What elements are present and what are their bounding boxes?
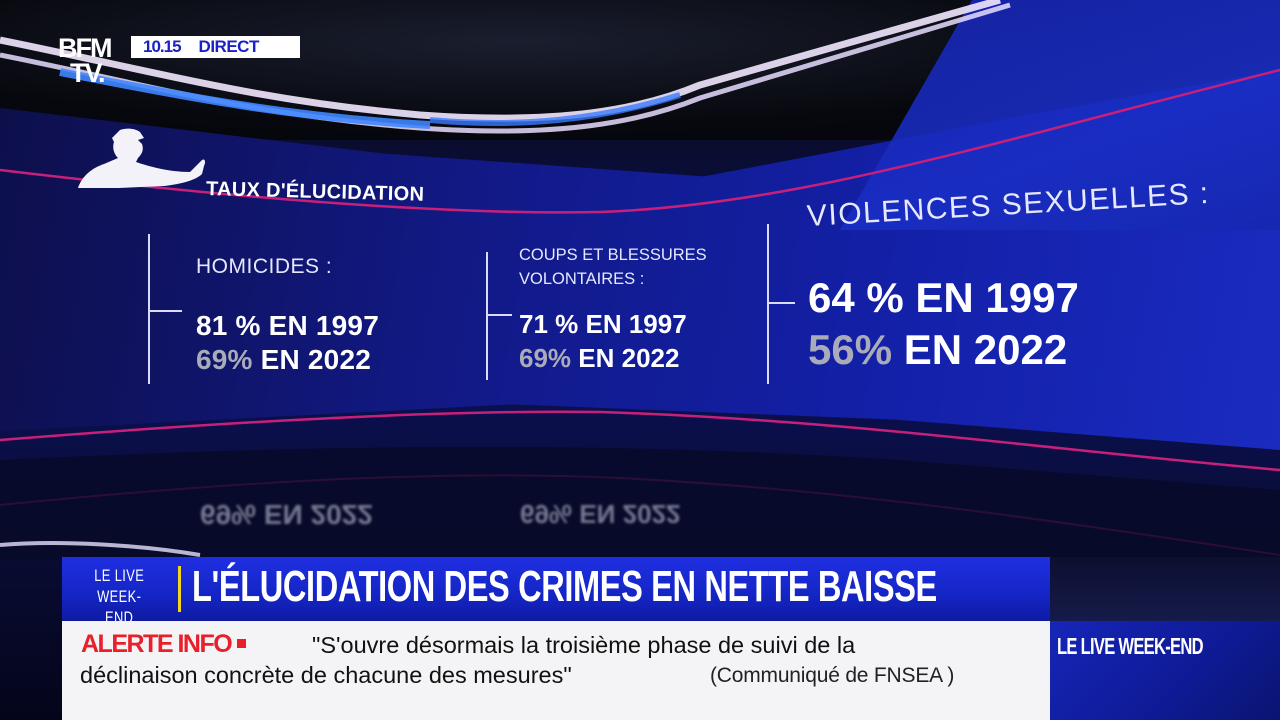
ticker-quote-line-2: déclinaison concrète de chacune des mesu… [80,662,572,688]
stat-homicides: HOMICIDES : 81 % EN 1997 69% EN 2022 [196,255,379,377]
divider-vertical [767,224,769,384]
police-officer-silhouette-icon [78,128,206,188]
divider-tick [767,302,795,304]
stat-year-2022: EN 2022 [892,326,1068,373]
divider-vertical [486,252,488,380]
yellow-separator [178,566,181,612]
headline: L'ÉLUCIDATION DES CRIMES EN NETTE BAISSE [192,562,937,611]
stat-pct-2022: 69% [196,344,253,375]
live-indicator: 10.15 DIRECT [131,36,300,58]
ticker-source: (Communiqué de FNSEA ) [710,664,955,687]
stat-violences-sexuelles: VIOLENCES SEXUELLES : 64 % EN 1997 56% E… [806,177,1211,376]
stat-value-2022: 56% EN 2022 [808,324,1211,376]
stat-label: HOMICIDES : [196,255,333,278]
stat-value-2022: 69% EN 2022 [196,343,379,377]
logo-line-2: TV. [70,58,106,88]
alert-info-label: ALERTE INFO [81,630,247,659]
stat-year-2022: EN 2022 [252,344,372,375]
stat-year-2022: EN 2022 [571,343,680,373]
logo-line-1: BFM [58,33,112,63]
news-ticker [62,621,1050,720]
floor-reflection: 69% EN 2022 [520,499,681,529]
stat-pct-2022: 69% [519,343,572,373]
divider-tick [148,310,182,312]
headline-banner [62,557,1050,621]
stat-pct-2022: 56% [808,326,893,373]
divider-vertical [148,234,150,384]
stat-coups-blessures: COUPS ET BLESSURES VOLONTAIRES : 71 % EN… [519,243,707,375]
divider-tick [486,314,512,316]
bfmtv-logo: BFM TV. [58,33,128,88]
stat-value-1997: 71 % EN 1997 [519,309,687,339]
stat-value-2022: 69% EN 2022 [519,341,707,375]
alert-label-text: ALERTE INFO [81,630,233,658]
show-tag: LE LIVE WEEK-END [88,566,150,629]
ticker-side-panel [1050,621,1280,720]
stat-value-1997: 64 % EN 1997 [808,274,1079,321]
live-label: DIRECT [198,37,260,56]
stat-value-1997: 81 % EN 1997 [196,310,379,341]
show-name-label: LE LIVE WEEK-END [1057,633,1204,659]
banner-side-panel [1050,557,1280,621]
show-tag-line-1: LE LIVE [94,567,145,585]
floor-reflection: 69% EN 2022 [200,499,373,530]
stat-label: COUPS ET BLESSURES [519,246,707,264]
alert-square-icon [237,638,247,648]
ticker-quote-line-1: "S'ouvre désormais la troisième phase de… [312,632,856,658]
stat-label-line2: VOLONTAIRES : [519,270,645,288]
broadcast-time: 10.15 [143,37,182,56]
